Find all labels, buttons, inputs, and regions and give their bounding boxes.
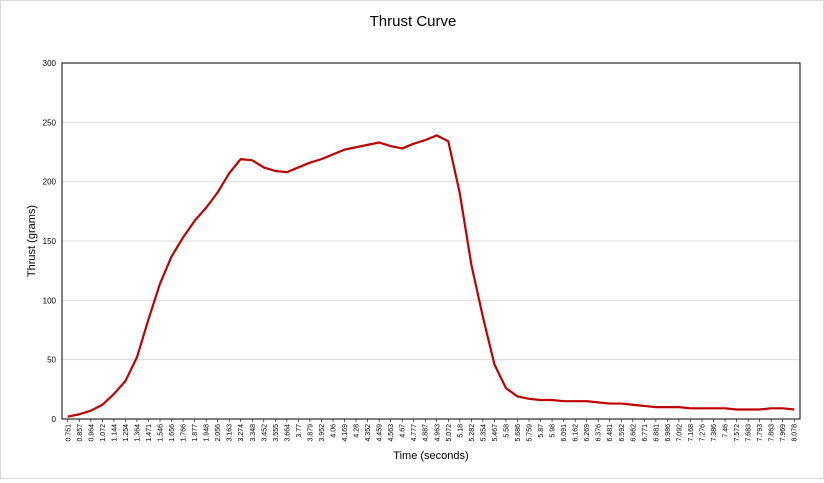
- x-tick-label: 6.771: [642, 424, 649, 442]
- x-tick-label: 4.459: [377, 424, 384, 442]
- x-tick-label: 0.857: [77, 424, 84, 442]
- x-tick-label: 1.254: [123, 424, 130, 442]
- x-tick-label: 3.163: [227, 424, 234, 442]
- x-tick-label: 4.28: [354, 424, 361, 438]
- x-tick-label: 1.144: [111, 424, 118, 442]
- y-tick-label: 200: [43, 178, 57, 187]
- x-tick-label: 5.18: [457, 424, 464, 438]
- x-tick-label: 7.46: [723, 424, 730, 438]
- x-tick-label: 5.354: [480, 424, 487, 442]
- y-tick-label: 0: [52, 415, 57, 424]
- x-tick-label: 5.58: [503, 424, 510, 438]
- x-tick-label: 1.656: [169, 424, 176, 442]
- x-tick-label: 3.274: [238, 424, 245, 442]
- x-tick-label: 3.952: [319, 424, 326, 442]
- x-tick-label: 6.662: [630, 424, 637, 442]
- x-tick-label: 7.793: [757, 424, 764, 442]
- y-axis-title: Thrust (grams): [26, 205, 38, 277]
- x-tick-label: 1.364: [134, 424, 141, 442]
- x-tick-label: 5.686: [515, 424, 522, 442]
- x-tick-label: 3.879: [307, 424, 314, 442]
- x-tick-label: 4.887: [423, 424, 430, 442]
- x-tick-label: 6.481: [607, 424, 614, 442]
- x-tick-label: 6.091: [561, 424, 568, 442]
- x-tick-label: 7.572: [734, 424, 741, 442]
- x-tick-label: 7.863: [769, 424, 776, 442]
- y-tick-label: 300: [43, 59, 57, 68]
- x-tick-label: 5.98: [550, 424, 557, 438]
- y-tick-label: 100: [43, 296, 57, 305]
- x-tick-label: 1.877: [192, 424, 199, 442]
- x-tick-label: 6.592: [619, 424, 626, 442]
- x-tick-label: 6.986: [665, 424, 672, 442]
- y-tick-label: 250: [43, 118, 57, 127]
- x-tick-label: 5.87: [538, 424, 545, 438]
- x-tick-label: 6.269: [584, 424, 591, 442]
- y-tick-label: 150: [43, 237, 57, 246]
- x-tick-label: 6.162: [573, 424, 580, 442]
- x-tick-label: 5.467: [492, 424, 499, 442]
- x-tick-label: 3.555: [273, 424, 280, 442]
- x-tick-label: 7.683: [746, 424, 753, 442]
- x-tick-label: 3.452: [261, 424, 268, 442]
- x-tick-label: 4.563: [388, 424, 395, 442]
- x-tick-label: 5.282: [469, 424, 476, 442]
- x-tick-label: 4.169: [342, 424, 349, 442]
- chart-title: Thrust Curve: [370, 13, 457, 30]
- x-tick-label: 4.963: [434, 424, 441, 442]
- x-tick-label: 5.759: [527, 424, 534, 442]
- x-tick-label: 7.276: [699, 424, 706, 442]
- x-tick-label: 7.092: [676, 424, 683, 442]
- x-tick-label: 3.348: [250, 424, 257, 442]
- x-tick-label: 1.546: [158, 424, 165, 442]
- x-tick-label: 4.67: [400, 424, 407, 438]
- plot-border: [61, 62, 801, 420]
- x-tick-label: 4.352: [365, 424, 372, 442]
- x-tick-label: 0.964: [88, 424, 95, 442]
- x-tick-label: 3.664: [284, 424, 291, 442]
- x-tick-label: 0.751: [65, 424, 72, 442]
- thrust-series-line: [67, 134, 795, 418]
- x-tick-label: 8.078: [792, 424, 799, 442]
- x-tick-label: 5.072: [446, 424, 453, 442]
- y-tick-label: 50: [47, 356, 56, 365]
- x-tick-label: 6.376: [596, 424, 603, 442]
- x-tick-label: 7.969: [780, 424, 787, 442]
- x-tick-label: 3.77: [296, 424, 303, 438]
- x-tick-label: 4.06: [330, 424, 337, 438]
- x-tick-label: 7.168: [688, 424, 695, 442]
- x-tick-label: 7.386: [711, 424, 718, 442]
- x-tick-label: 4.777: [411, 424, 418, 442]
- x-tick-label: 1.471: [146, 424, 153, 442]
- x-tick-label: 6.881: [653, 424, 660, 442]
- x-tick-label: 1.948: [204, 424, 211, 442]
- x-tick-label: 2.056: [215, 424, 222, 442]
- x-tick-label: 1.072: [100, 424, 107, 442]
- x-tick-label: 1.766: [181, 424, 188, 442]
- x-axis-ticks: 0.751 0.857 0.964 1.072 1.144 1.254 1.364 1.471…: [65, 419, 799, 442]
- gridlines: [62, 121, 800, 361]
- y-axis-ticks: 0 50 100 150 200 250 300: [43, 59, 57, 424]
- x-axis-title: Time (seconds): [393, 450, 468, 462]
